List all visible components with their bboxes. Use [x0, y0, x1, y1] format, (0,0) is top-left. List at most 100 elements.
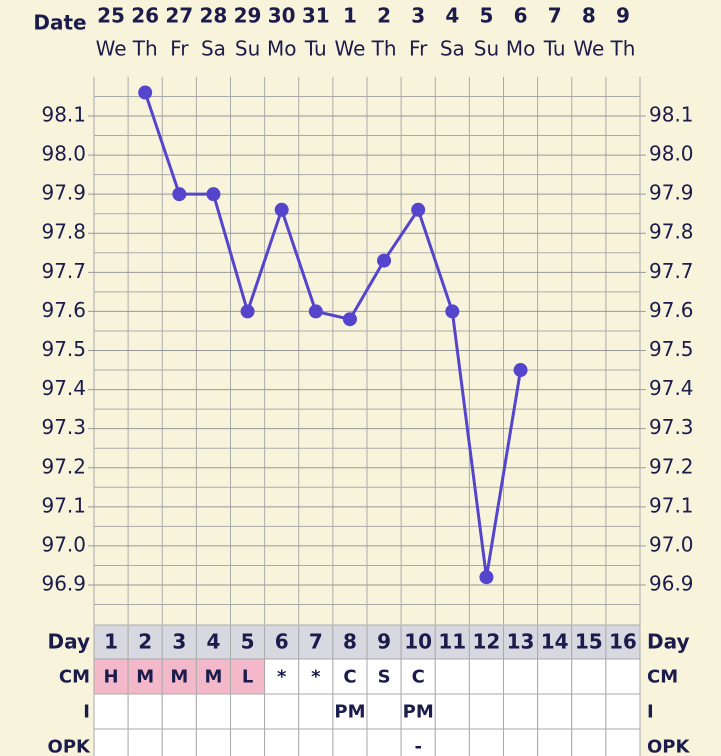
table-cell — [605, 658, 641, 695]
table-cell — [366, 624, 402, 660]
y-tick-label: 97.0 — [41, 532, 86, 556]
table-cell — [298, 693, 334, 730]
table-cell — [161, 728, 197, 756]
cell-text: 1 — [104, 630, 118, 654]
cell-text: 9 — [377, 630, 391, 654]
cell-text: - — [414, 737, 421, 756]
row-label: Day — [47, 630, 90, 654]
point — [308, 304, 323, 319]
y-tick-label: 97.5 — [41, 337, 86, 361]
date-label: 31 — [302, 4, 330, 28]
weekday-label: Fr — [409, 37, 428, 61]
cell-text: 5 — [241, 630, 255, 654]
cell-text: 8 — [343, 630, 357, 654]
table-cell — [571, 658, 607, 695]
table-cell — [503, 728, 539, 756]
date-label: 4 — [445, 4, 459, 28]
date-label: 29 — [234, 4, 262, 28]
table-cell — [537, 693, 573, 730]
table-cell — [503, 624, 539, 660]
table-cell — [468, 728, 504, 756]
y2-tick-label: 97.0 — [649, 532, 694, 556]
weekday-label: Su — [235, 37, 260, 61]
y2-tick-label: 97.7 — [649, 259, 694, 283]
weekday-label: Th — [132, 37, 158, 61]
cell-text: 11 — [438, 630, 466, 654]
cell-text: * — [277, 667, 287, 688]
table-cell — [161, 693, 197, 730]
y2-tick-label: 97.2 — [649, 454, 694, 478]
cell-text: 10 — [404, 630, 432, 654]
y-tick-label: 96.9 — [41, 572, 86, 596]
row-label: I — [83, 702, 90, 723]
weekday-label: Tu — [304, 37, 327, 61]
cell-text: PM — [334, 702, 365, 723]
table-cell — [468, 658, 504, 695]
weekday-label: Th — [609, 37, 635, 61]
point — [411, 202, 426, 217]
weekday-label: We — [96, 37, 127, 61]
point — [445, 304, 460, 319]
cell-text: H — [104, 667, 119, 688]
cell-text: 15 — [575, 630, 603, 654]
cell-text: S — [378, 667, 391, 688]
table-cell — [332, 728, 368, 756]
table-cell — [434, 728, 470, 756]
y-tick-label: 97.8 — [41, 220, 86, 244]
date-label: 7 — [548, 4, 562, 28]
table-cell — [127, 693, 163, 730]
date-label: 25 — [97, 4, 125, 28]
y2-tick-label: 97.8 — [649, 220, 694, 244]
y2-tick-label: 98.0 — [649, 142, 694, 166]
y-tick-label: 97.4 — [41, 376, 86, 400]
cell-text: 7 — [309, 630, 323, 654]
table-cell — [230, 658, 266, 695]
date-label: 30 — [268, 4, 296, 28]
y2-tick-label: 97.6 — [649, 298, 694, 322]
table-cell — [298, 624, 334, 660]
cell-text: 14 — [541, 630, 569, 654]
row-label-right: I — [647, 702, 654, 723]
weekday-label: Fr — [170, 37, 189, 61]
table-cell — [366, 728, 402, 756]
date-label: 9 — [616, 4, 630, 28]
table-cell — [605, 624, 641, 660]
row-label-right: OPK — [647, 737, 690, 756]
y-tick-label: 97.1 — [41, 493, 86, 517]
table-cell — [93, 728, 129, 756]
point — [274, 202, 289, 217]
point — [138, 85, 153, 100]
table-cell — [298, 658, 334, 695]
table-cell — [264, 693, 300, 730]
cell-text: M — [204, 667, 222, 688]
y-tick-label: 97.3 — [41, 415, 86, 439]
cell-text: C — [412, 667, 425, 688]
y2-tick-label: 97.3 — [649, 415, 694, 439]
point — [206, 187, 221, 202]
date-label: 6 — [514, 4, 528, 28]
date-label: 8 — [582, 4, 596, 28]
point — [479, 570, 494, 585]
cell-text: 6 — [275, 630, 289, 654]
table-cell — [366, 693, 402, 730]
cell-text: * — [311, 667, 321, 688]
y2-tick-label: 98.1 — [649, 102, 694, 126]
row-label: OPK — [48, 737, 91, 756]
table-cell — [195, 624, 231, 660]
table-cell — [127, 658, 163, 695]
cell-text: 12 — [473, 630, 501, 654]
table-cell — [537, 728, 573, 756]
table-cell — [605, 693, 641, 730]
cell-text: M — [170, 667, 188, 688]
table-cell — [195, 693, 231, 730]
y2-tick-label: 97.9 — [649, 181, 694, 205]
table-cell — [93, 658, 129, 695]
weekday-label: Sa — [201, 37, 226, 61]
table-cell — [93, 693, 129, 730]
table-cell — [366, 658, 402, 695]
weekday-label: We — [334, 37, 365, 61]
y2-tick-label: 97.4 — [649, 376, 694, 400]
y-tick-label: 97.2 — [41, 454, 86, 478]
